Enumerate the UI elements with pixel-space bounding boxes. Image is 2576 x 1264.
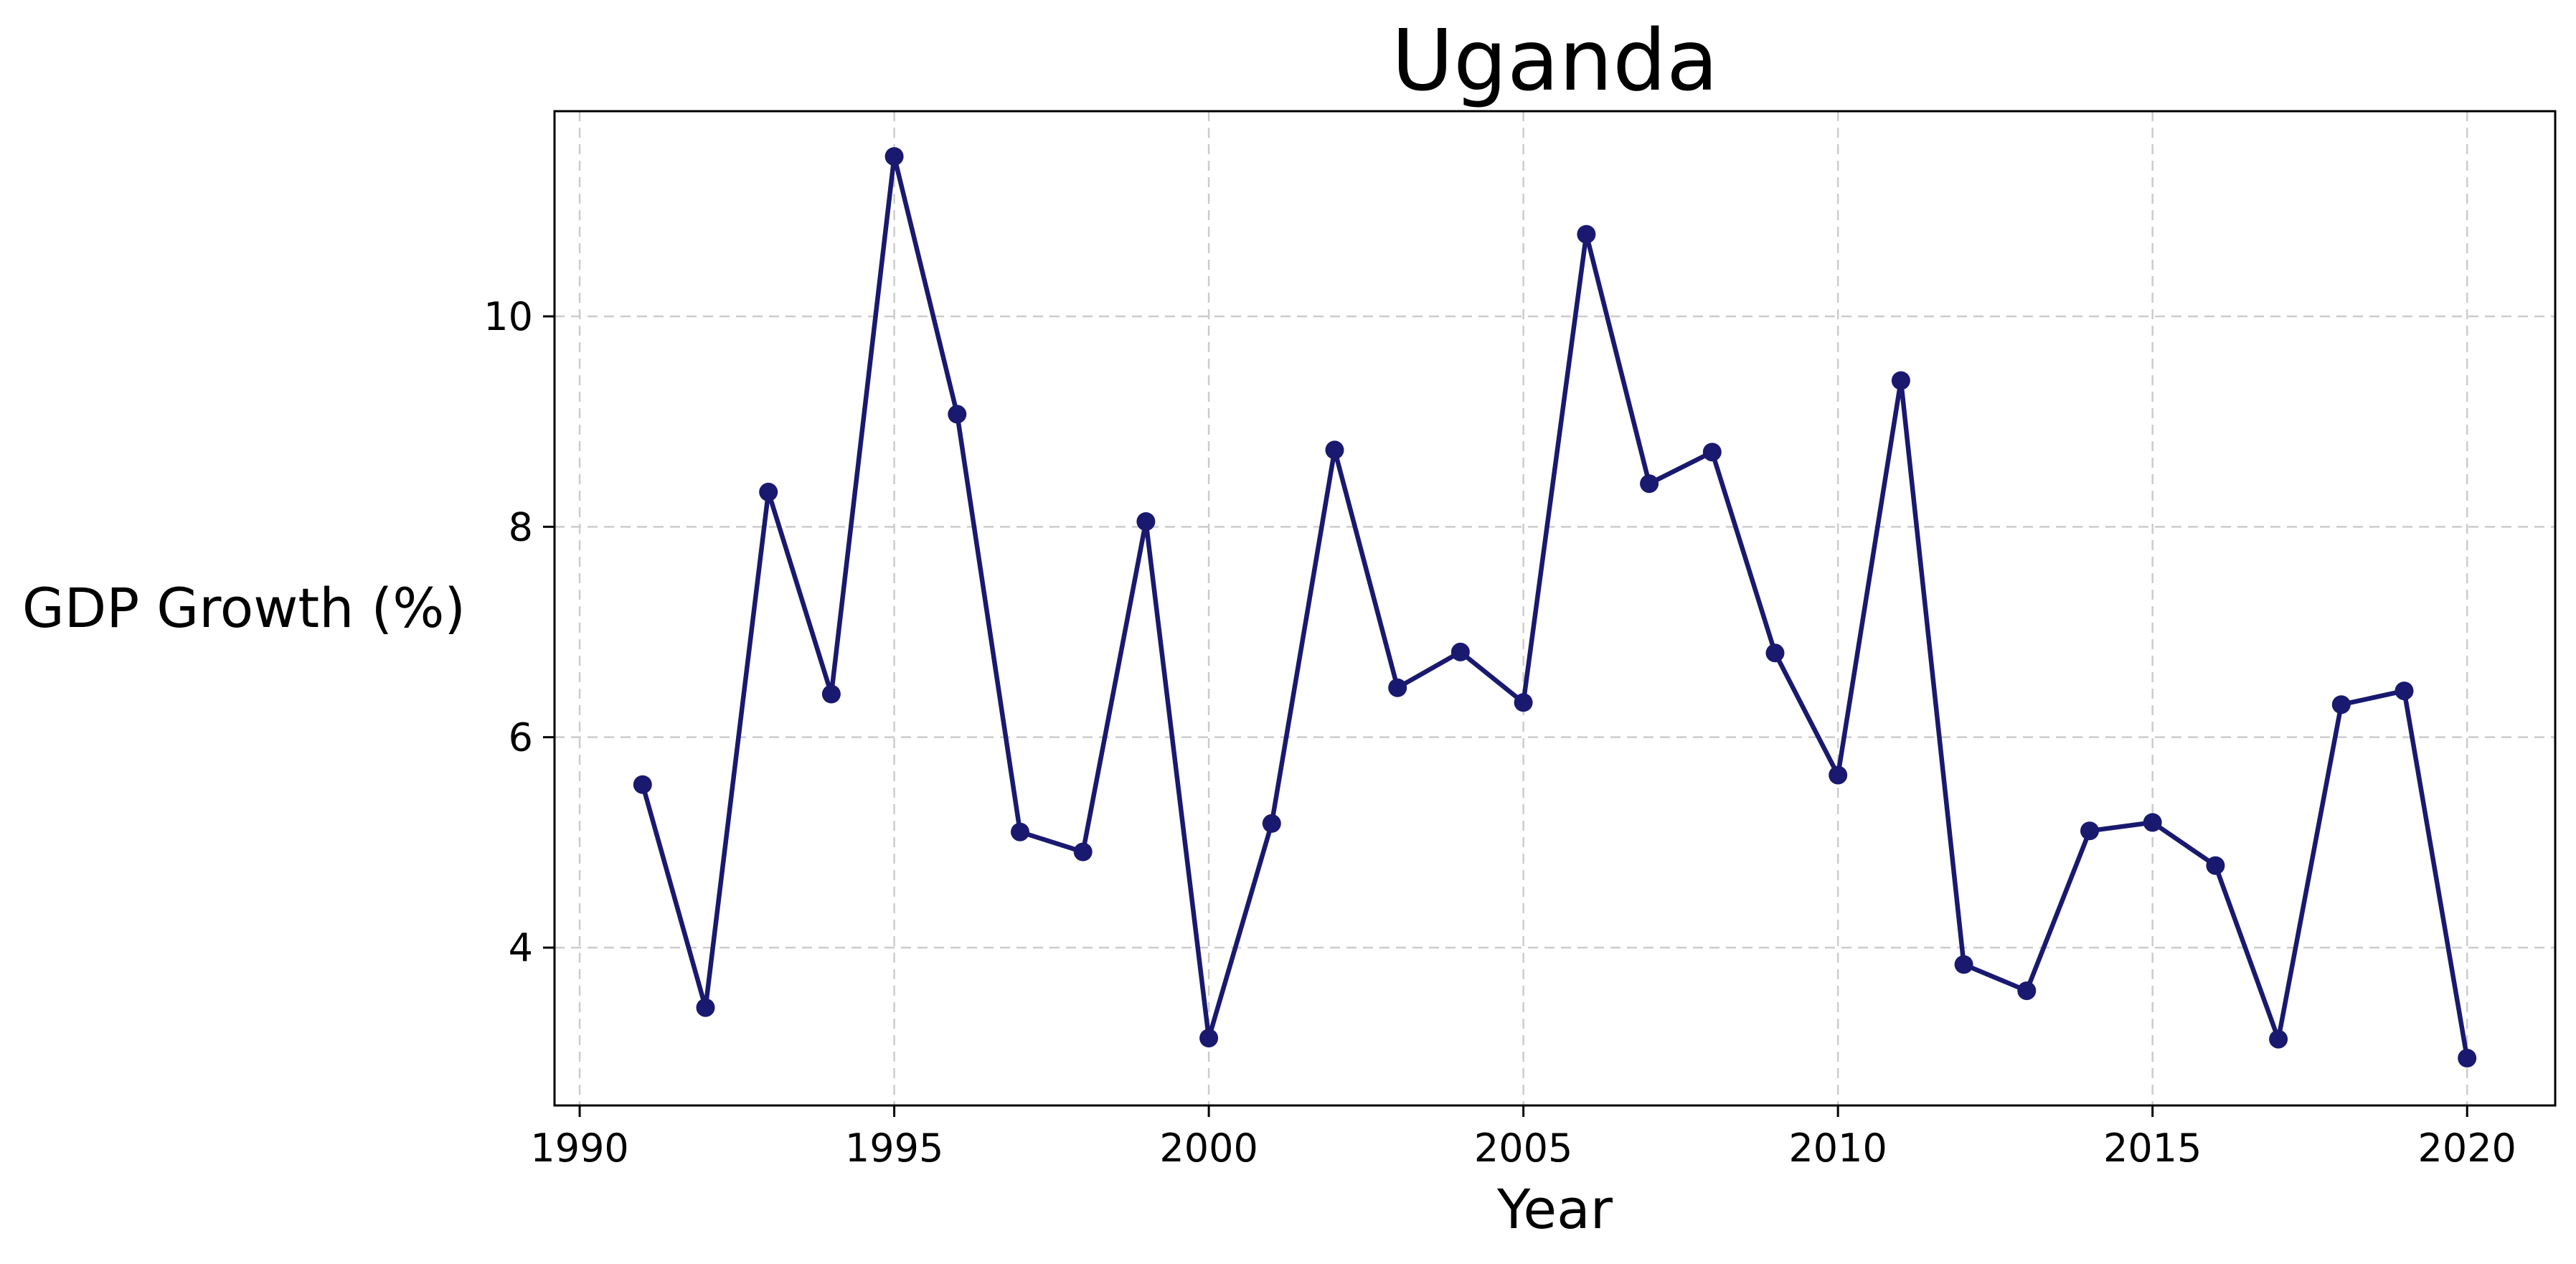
data-point (2331, 695, 2351, 714)
data-point (759, 482, 778, 501)
y-tick-label: 8 (509, 504, 533, 550)
y-tick-label: 4 (509, 925, 533, 971)
data-point (2017, 981, 2037, 1001)
data-point (2269, 1029, 2288, 1049)
plot-area-frame (553, 110, 2557, 1107)
data-point (1199, 1029, 1219, 1048)
data-point (2206, 856, 2225, 875)
x-tick-label: 1990 (530, 1126, 628, 1171)
grid (555, 111, 2555, 1105)
data-point (1073, 842, 1093, 862)
data-point (1891, 371, 1910, 390)
series-layer (633, 147, 2477, 1067)
x-tick-label: 2000 (1159, 1126, 1258, 1171)
x-tick-label: 2015 (2103, 1126, 2202, 1171)
data-point (633, 775, 652, 794)
data-point (2458, 1049, 2477, 1067)
data-point (1011, 822, 1029, 841)
data-point (2143, 813, 2162, 832)
data-point (1450, 642, 1470, 661)
chart-title: Uganda (1392, 11, 1719, 110)
data-point (2080, 821, 2099, 841)
data-point (1136, 512, 1156, 531)
data-point (1262, 813, 1281, 833)
data-point (696, 998, 715, 1017)
series-line (640, 154, 2470, 1061)
data-point (821, 684, 841, 704)
x-axis-label: Year (1496, 1177, 1613, 1241)
x-tick-label: 1995 (845, 1126, 943, 1171)
axis-ticks: 1990 1995 2000 2005 2010 2015 2020 4 6 8 10 (483, 294, 2516, 1171)
data-point (1388, 678, 1407, 697)
data-point (1514, 693, 1533, 712)
data-point (2395, 681, 2414, 701)
data-point (948, 405, 967, 424)
data-point (1577, 225, 1596, 244)
data-point (1702, 443, 1722, 462)
x-tick-label: 2020 (2417, 1126, 2516, 1171)
data-point (1829, 765, 1848, 785)
data-point (1765, 643, 1785, 663)
x-tick-label: 2005 (1474, 1126, 1572, 1171)
y-tick-label: 10 (483, 294, 533, 339)
data-point (1640, 474, 1659, 494)
data-point (884, 147, 904, 166)
x-tick-label: 2010 (1788, 1126, 1887, 1171)
y-tick-label: 6 (509, 715, 533, 760)
y-axis-label: GDP Growth (%) (22, 576, 466, 640)
data-point (1325, 440, 1344, 460)
data-point (1954, 955, 1973, 974)
